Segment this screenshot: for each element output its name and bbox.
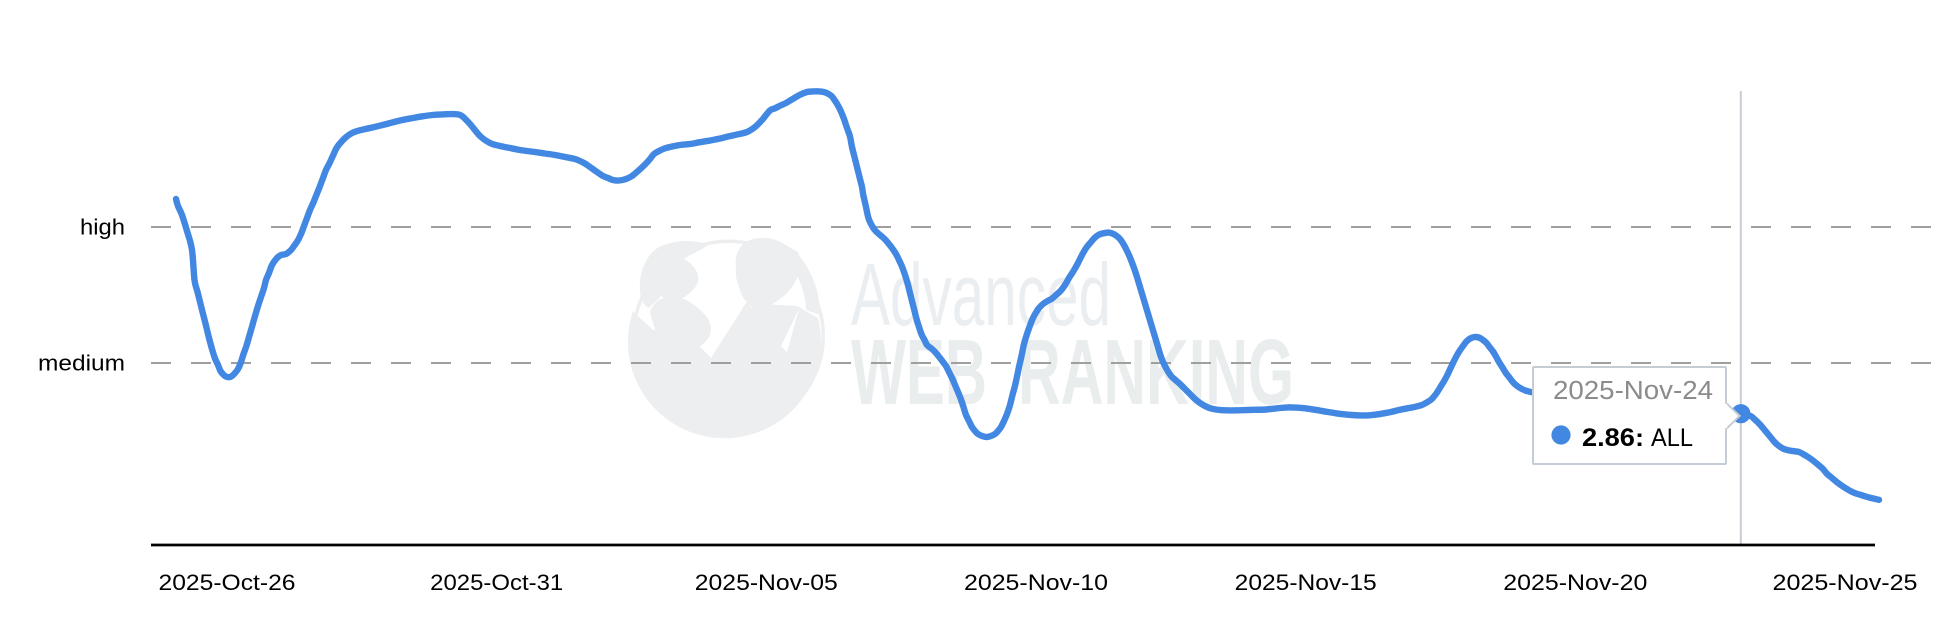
svg-text:2025-Nov-24: 2025-Nov-24 bbox=[1553, 377, 1713, 405]
svg-text:2025-Oct-31: 2025-Oct-31 bbox=[430, 570, 563, 595]
svg-text:medium: medium bbox=[38, 351, 125, 376]
svg-text:high: high bbox=[80, 215, 125, 240]
svg-text:2025-Nov-15: 2025-Nov-15 bbox=[1235, 570, 1377, 595]
svg-text:2025-Nov-20: 2025-Nov-20 bbox=[1503, 570, 1647, 595]
svg-text:2.86:: 2.86: bbox=[1582, 424, 1644, 452]
svg-text:2025-Nov-05: 2025-Nov-05 bbox=[695, 570, 838, 595]
svg-text:Advanced: Advanced bbox=[851, 245, 1111, 344]
svg-text:ALL: ALL bbox=[1651, 424, 1693, 452]
svg-text:2025-Nov-25: 2025-Nov-25 bbox=[1773, 570, 1918, 595]
svg-text:2025-Oct-26: 2025-Oct-26 bbox=[159, 570, 296, 595]
svg-text:2025-Nov-10: 2025-Nov-10 bbox=[964, 570, 1108, 595]
